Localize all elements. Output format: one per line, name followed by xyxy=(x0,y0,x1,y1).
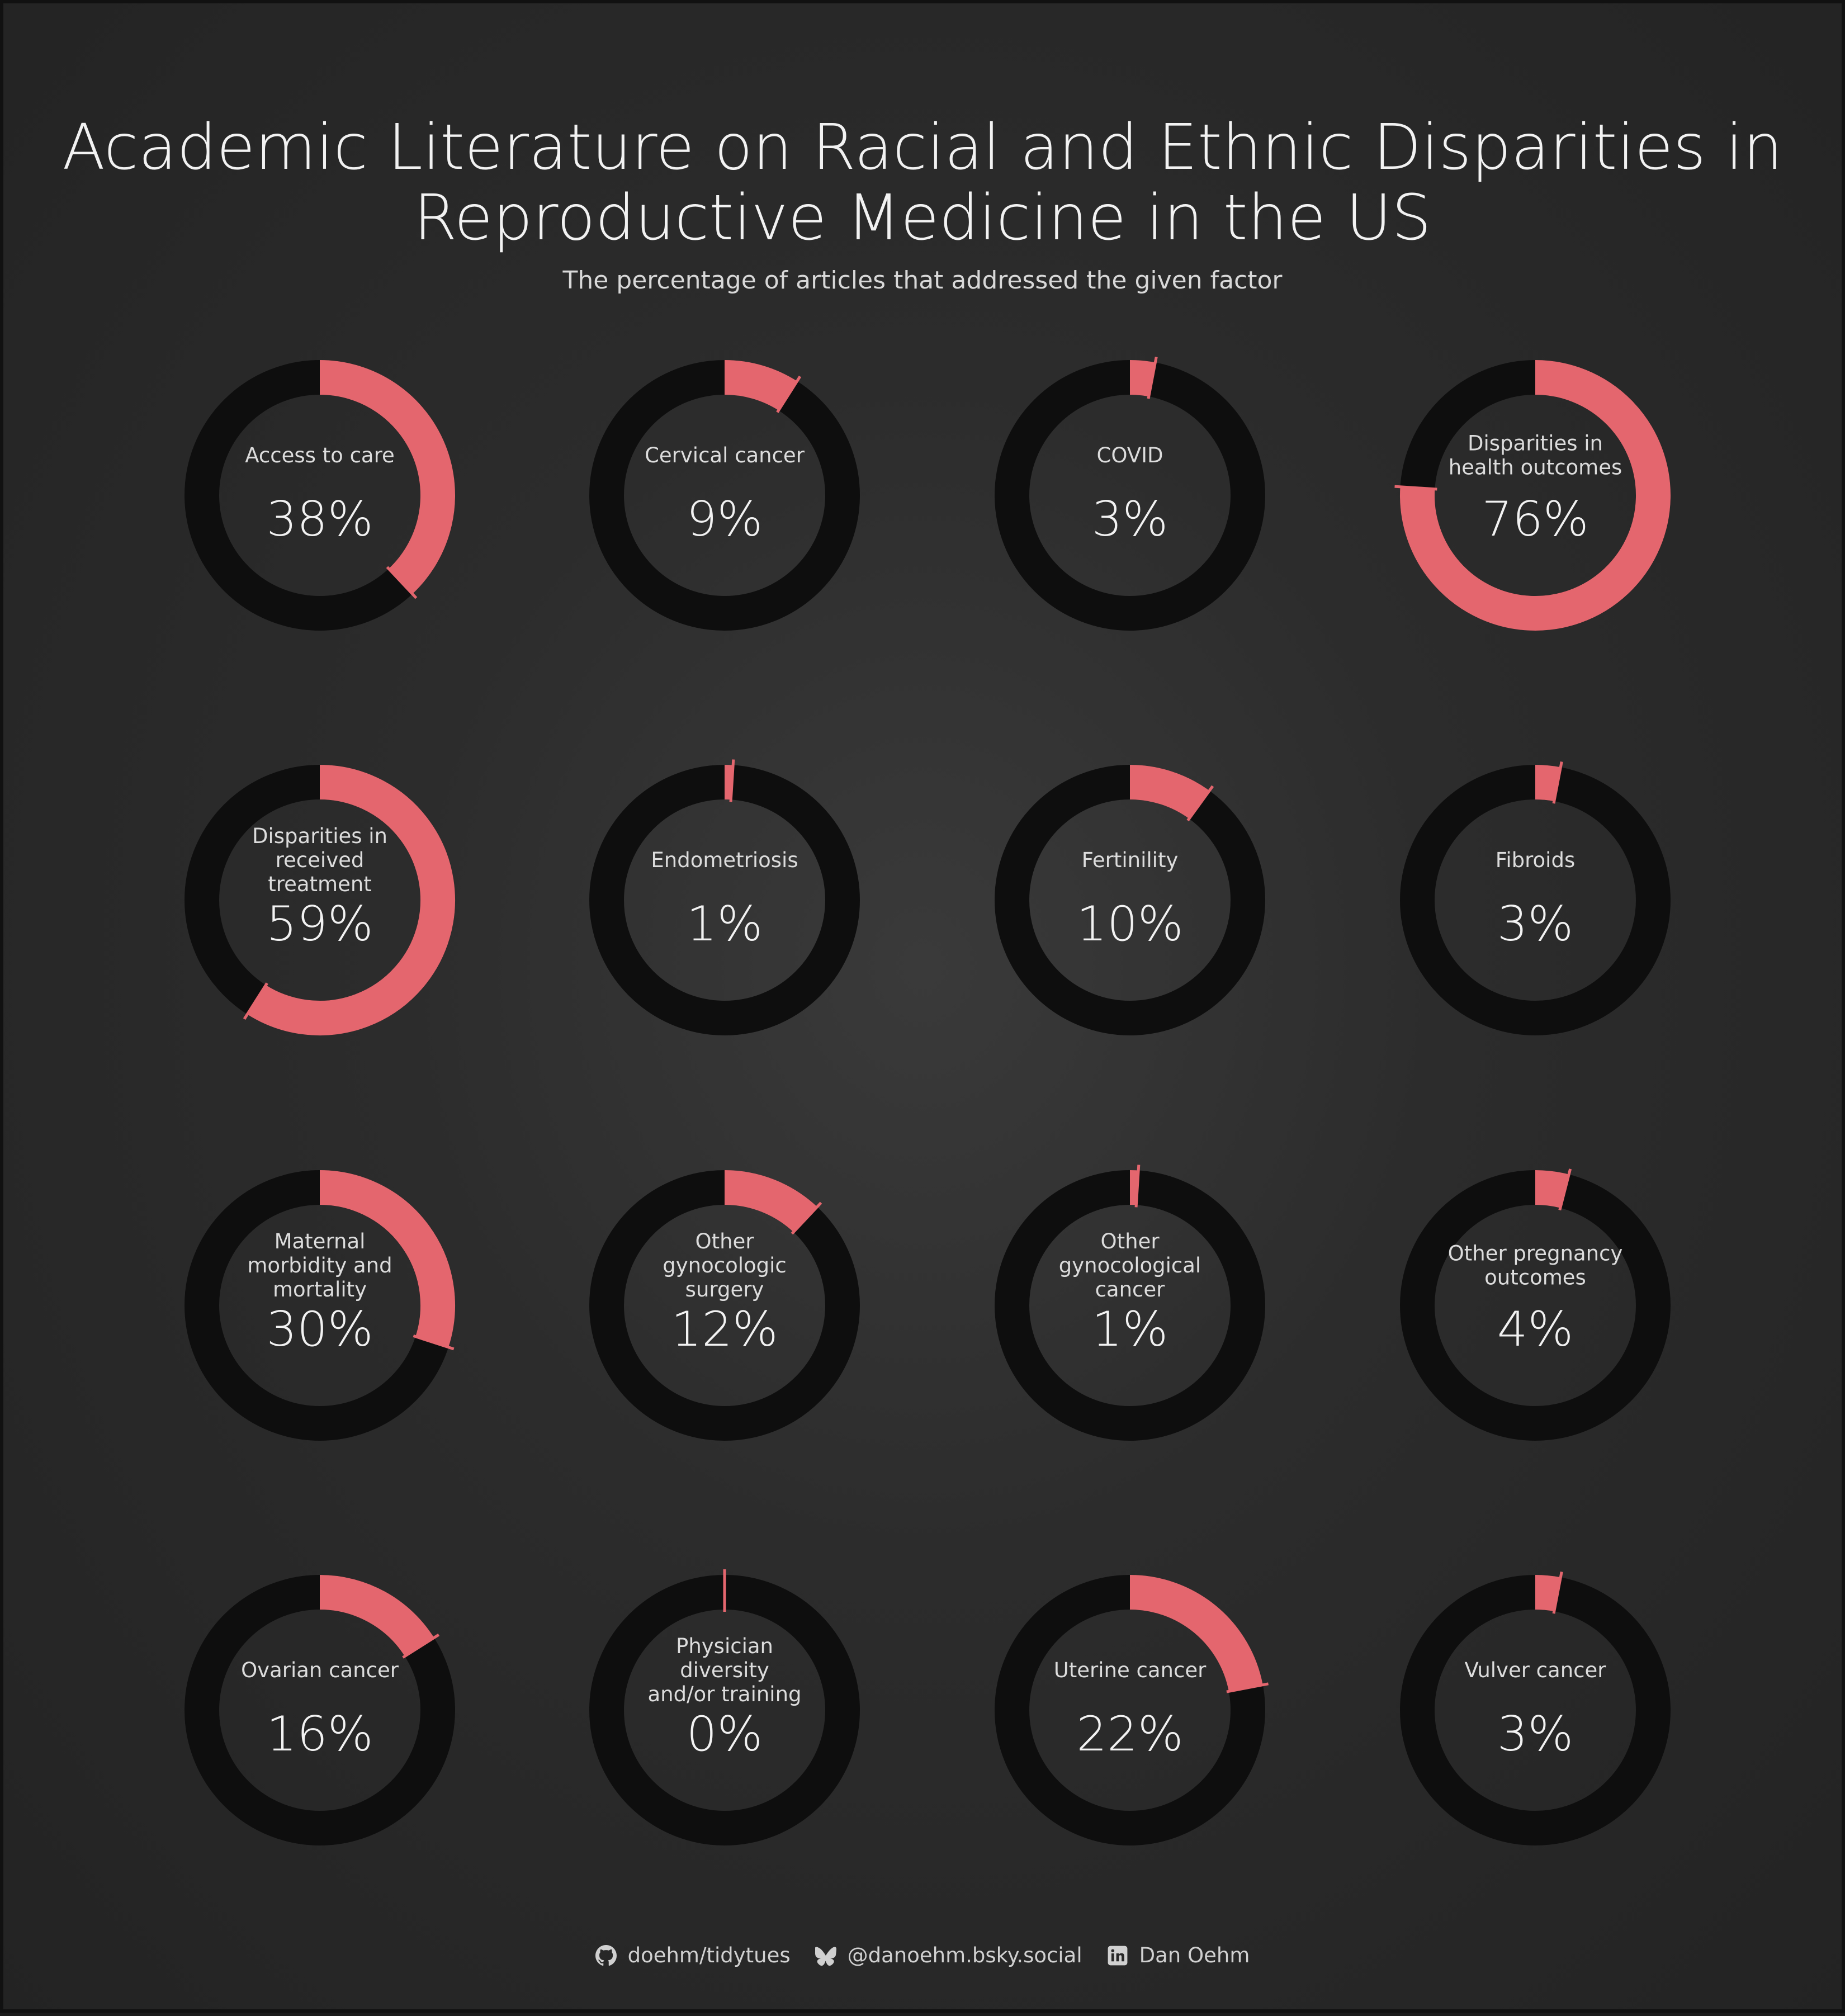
donut-value-label: 1% xyxy=(1092,1302,1168,1357)
donut-value-label: 10% xyxy=(1076,896,1183,952)
github-handle: doehm/tidytues xyxy=(628,1943,791,1967)
linkedin-icon xyxy=(1107,1945,1128,1966)
donut-label: Uterine cancer xyxy=(1054,1658,1207,1682)
footer-github[interactable]: doehm/tidytues xyxy=(595,1943,791,1967)
donut-value-arc xyxy=(725,1187,805,1219)
footer-linkedin[interactable]: Dan Oehm xyxy=(1107,1943,1250,1967)
footer-credits: doehm/tidytues @danoehm.bsky.social Dan … xyxy=(3,1943,1842,1967)
donut-value-label: 4% xyxy=(1497,1302,1573,1357)
donut-value-label: 3% xyxy=(1497,896,1573,952)
donut-value-arc xyxy=(1535,1187,1564,1191)
donut-value-label: 1% xyxy=(687,896,763,952)
bluesky-handle: @danoehm.bsky.social xyxy=(848,1943,1082,1967)
linkedin-name: Dan Oehm xyxy=(1139,1943,1250,1967)
donut-chart-grid: Access to care 38% Cervical cancer 9% COVID 3… xyxy=(3,3,1845,2016)
donut-value-arc xyxy=(1535,1592,1558,1594)
donut-label: COVID xyxy=(1096,443,1163,467)
donut-value-label: 16% xyxy=(266,1706,373,1762)
donut-chart: Ovarian cancer 16% xyxy=(202,1592,439,1828)
donut-value-label: 59% xyxy=(266,896,373,952)
donut-label: Ovarian cancer xyxy=(241,1658,399,1682)
donut-label: Endometriosis xyxy=(651,848,798,872)
donut-value-label: 22% xyxy=(1076,1706,1183,1762)
donut-value-arc xyxy=(1535,782,1558,784)
donut-label: Fibroids xyxy=(1496,848,1575,872)
donut-value-label: 3% xyxy=(1497,1706,1573,1762)
donut-value-label: 9% xyxy=(687,491,763,547)
donut-chart: Uterine cancer 22% xyxy=(1012,1592,1269,1828)
donut-value-arc xyxy=(320,377,438,581)
butterfly-icon xyxy=(815,1945,836,1966)
donut-chart: Vulver cancer 3% xyxy=(1417,1572,1653,1828)
donut-value-arc xyxy=(725,377,788,396)
donut-chart: COVID 3% xyxy=(1012,357,1248,613)
donut-chart: Endometriosis 1% xyxy=(607,759,843,1018)
donut-value-arc xyxy=(1130,782,1199,804)
donut-label: Cervical cancer xyxy=(645,443,805,467)
donut-value-arc xyxy=(1130,377,1152,380)
github-icon xyxy=(595,1945,617,1966)
donut-label: Access to care xyxy=(245,443,395,467)
donut-value-label: 76% xyxy=(1482,491,1588,547)
donut-chart: Fertinility 10% xyxy=(1012,782,1248,1018)
donut-label: Fertinility xyxy=(1082,848,1179,872)
donut-value-label: 0% xyxy=(687,1706,763,1762)
donut-label: Vulver cancer xyxy=(1465,1658,1607,1682)
donut-value-label: 30% xyxy=(266,1302,373,1357)
donut-value-label: 3% xyxy=(1092,491,1168,547)
footer-bluesky[interactable]: @danoehm.bsky.social xyxy=(815,1943,1082,1967)
donut-value-label: 38% xyxy=(266,491,373,547)
donut-chart: Fibroids 3% xyxy=(1417,761,1653,1018)
donut-chart: Access to care 38% xyxy=(202,377,438,613)
donut-value-arc xyxy=(320,1592,419,1647)
donut-value-label: 12% xyxy=(671,1302,778,1357)
donut-chart: Cervical cancer 9% xyxy=(607,376,843,613)
